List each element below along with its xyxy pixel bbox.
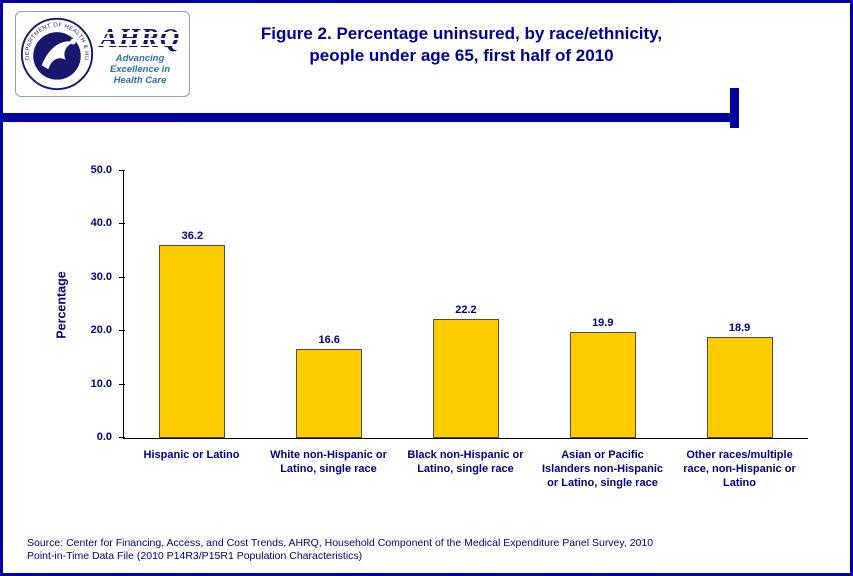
ahrq-tagline-line: Advancing — [115, 52, 165, 64]
bar-value-label: 22.2 — [455, 304, 477, 317]
ahrq-logo: AHRQ Advancing Excellence in Health Care — [97, 23, 183, 86]
ahrq-stripe — [97, 43, 183, 46]
y-tick-label: 40.0 — [90, 217, 112, 230]
source-line2: Point-in-Time Data File (2010 P14R3/P15R… — [27, 550, 363, 562]
hhs-seal-icon: DEPARTMENT OF HEALTH & HUMAN SERVICES • … — [20, 17, 94, 91]
bar-1: 16.6 — [296, 334, 363, 438]
logo-block: DEPARTMENT OF HEALTH & HUMAN SERVICES • … — [15, 11, 190, 97]
horizontal-rule-bar — [3, 113, 739, 122]
x-axis-category-label: Hispanic or Latino — [143, 449, 240, 461]
bar-2: 22.2 — [432, 304, 499, 438]
bar-4: 18.9 — [706, 322, 773, 438]
y-tick-label: 50.0 — [90, 164, 112, 176]
x-axis-labels: Hispanic or Latino White non-Hispanic or … — [123, 439, 808, 490]
header: DEPARTMENT OF HEALTH & HUMAN SERVICES • … — [3, 3, 850, 103]
figure-title-line2: people under age 65, first half of 2010 — [309, 46, 614, 65]
ahrq-stripe — [97, 37, 183, 40]
x-axis-category-label: Black non-Hispanic or Latino, single rac… — [407, 449, 524, 475]
figure-title-line1: Figure 2. Percentage uninsured, by race/… — [260, 24, 663, 43]
hhs-eagle-icon — [41, 41, 75, 70]
x-axis-category-label: Other races/multiple race, non-Hispanic … — [683, 449, 796, 489]
bar-slot: 36.2 — [124, 171, 261, 438]
bar-0: 36.2 — [159, 230, 226, 438]
bar-slot: 19.9 — [534, 171, 671, 438]
header-rule — [3, 88, 850, 133]
figure-title: Figure 2. Percentage uninsured, by race/… — [113, 23, 810, 67]
y-tick-mark — [119, 330, 125, 332]
ahrq-stripe — [97, 31, 183, 34]
y-tick-mark — [119, 276, 125, 278]
y-axis-title: Percentage — [52, 171, 72, 438]
y-tick-label: 0.0 — [96, 431, 112, 443]
x-axis-category-label: White non-Hispanic or Latino, single rac… — [270, 449, 387, 475]
bar-slot: 16.6 — [261, 171, 398, 438]
source-line1: Source: Center for Financing, Access, an… — [27, 537, 654, 549]
x-axis-category-label: Asian or Pacific Islanders non-Hispanic … — [541, 449, 664, 489]
bar-value-label: 19.9 — [592, 316, 614, 329]
y-tick-mark — [119, 437, 125, 438]
y-tick-mark — [119, 170, 125, 171]
y-tick-label: 10.0 — [90, 377, 112, 390]
source-note: Source: Center for Financing, Access, an… — [27, 537, 820, 563]
bar-chart: Percentage 0.0 10.0 20.0 30.0 40.0 50.0 36.2 16… — [55, 164, 808, 490]
bar-slot: 18.9 — [671, 171, 808, 438]
ahrq-tagline: Advancing Excellence in Health Care — [97, 53, 183, 86]
rule-end-tick — [730, 88, 739, 128]
bar-3: 19.9 — [569, 317, 636, 438]
plot-area: Percentage 0.0 10.0 20.0 30.0 40.0 50.0 36.2 16… — [55, 164, 808, 443]
ahrq-tagline-line: Health Care — [113, 74, 167, 86]
bar-slot: 22.2 — [398, 171, 535, 438]
y-tick-label: 30.0 — [90, 270, 112, 283]
y-tick-mark — [119, 223, 125, 225]
ahrq-tagline-line: Excellence in — [109, 63, 171, 75]
y-tick-label: 20.0 — [90, 324, 112, 337]
bar-value-label: 36.2 — [181, 229, 204, 242]
y-tick-mark — [119, 383, 125, 385]
bar-value-label: 16.6 — [318, 334, 340, 347]
bar-value-label: 18.9 — [728, 322, 751, 335]
y-axis-title-text: Percentage — [55, 270, 69, 339]
